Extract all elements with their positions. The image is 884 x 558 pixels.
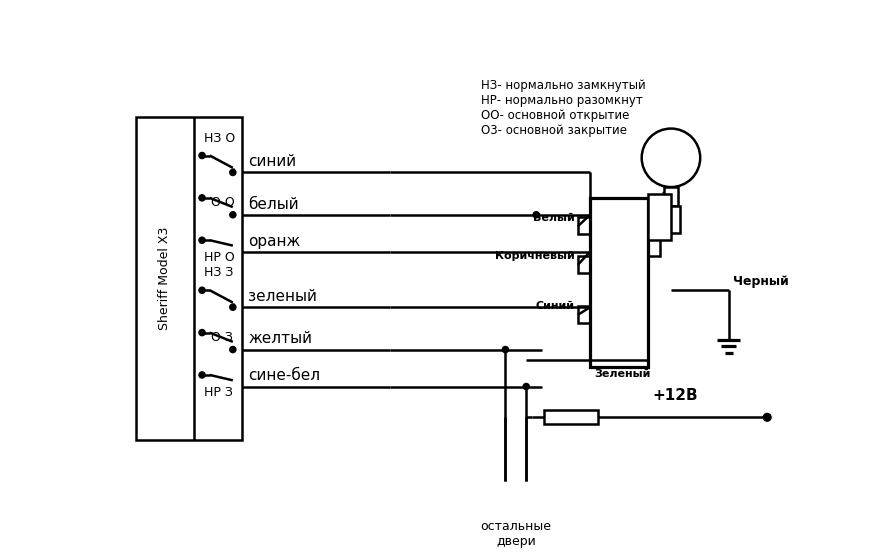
Text: Синий: Синий <box>536 301 575 311</box>
Bar <box>136 117 242 440</box>
Bar <box>591 198 648 367</box>
Text: +12В: +12В <box>652 388 697 403</box>
Text: остальные
двери: остальные двери <box>480 519 552 548</box>
Circle shape <box>199 152 205 158</box>
Text: О З: О З <box>211 331 233 344</box>
Text: НЗ- нормально замкнутый
НР- нормально разомкнут
ОО- основной открытие
О3- основн: НЗ- нормально замкнутый НР- нормально ра… <box>481 79 645 137</box>
Bar <box>662 206 680 233</box>
Text: НР О: НР О <box>203 251 234 264</box>
Circle shape <box>764 413 771 421</box>
Bar <box>578 256 591 272</box>
Circle shape <box>502 347 508 353</box>
Text: зеленый: зеленый <box>248 289 317 304</box>
Circle shape <box>230 347 236 353</box>
Bar <box>578 306 591 323</box>
Circle shape <box>523 383 530 389</box>
Circle shape <box>199 372 205 378</box>
Circle shape <box>533 211 539 218</box>
Bar <box>578 217 591 234</box>
Bar <box>544 410 598 424</box>
Bar <box>664 187 678 206</box>
Circle shape <box>230 304 236 310</box>
Text: оранж: оранж <box>248 234 301 249</box>
Circle shape <box>230 170 236 176</box>
Text: желтый: желтый <box>248 331 312 347</box>
Bar <box>648 233 660 256</box>
Text: Sheriff Model X3: Sheriff Model X3 <box>158 227 171 330</box>
Text: НР З: НР З <box>203 386 232 399</box>
Text: Белый: Белый <box>533 213 575 223</box>
Text: О О: О О <box>211 196 235 209</box>
Text: Черный: Черный <box>733 275 789 288</box>
Text: Коричневый: Коричневый <box>495 251 575 261</box>
Circle shape <box>230 211 236 218</box>
Circle shape <box>199 287 205 294</box>
Text: НЗ З: НЗ З <box>203 267 233 280</box>
Text: синий: синий <box>248 155 296 170</box>
Bar <box>648 194 671 240</box>
Circle shape <box>199 195 205 201</box>
Text: сине-бел: сине-бел <box>248 368 320 383</box>
Circle shape <box>199 330 205 336</box>
Text: НЗ О: НЗ О <box>203 132 235 145</box>
Circle shape <box>199 237 205 243</box>
Text: белый: белый <box>248 197 299 211</box>
Text: Зеленый: Зеленый <box>594 369 651 379</box>
Bar <box>648 213 660 237</box>
